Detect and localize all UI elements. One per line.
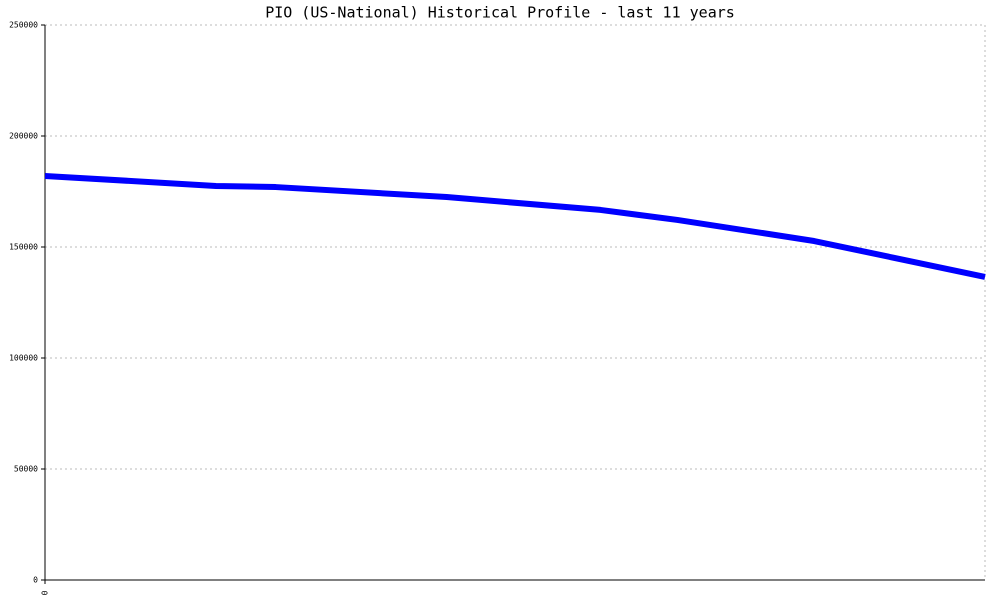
chart-title: PIO (US-National) Historical Profile - l… <box>265 4 735 22</box>
y-tick-label: 200000 <box>9 132 38 141</box>
y-tick-label: 0 <box>33 576 38 585</box>
y-tick-label: 250000 <box>9 21 38 30</box>
x-tick-label: 0 <box>41 590 50 595</box>
data-line <box>44 172 986 280</box>
y-tick-label: 150000 <box>9 243 38 252</box>
y-tick-label: 50000 <box>14 465 38 474</box>
y-tick-label: 100000 <box>9 354 38 363</box>
